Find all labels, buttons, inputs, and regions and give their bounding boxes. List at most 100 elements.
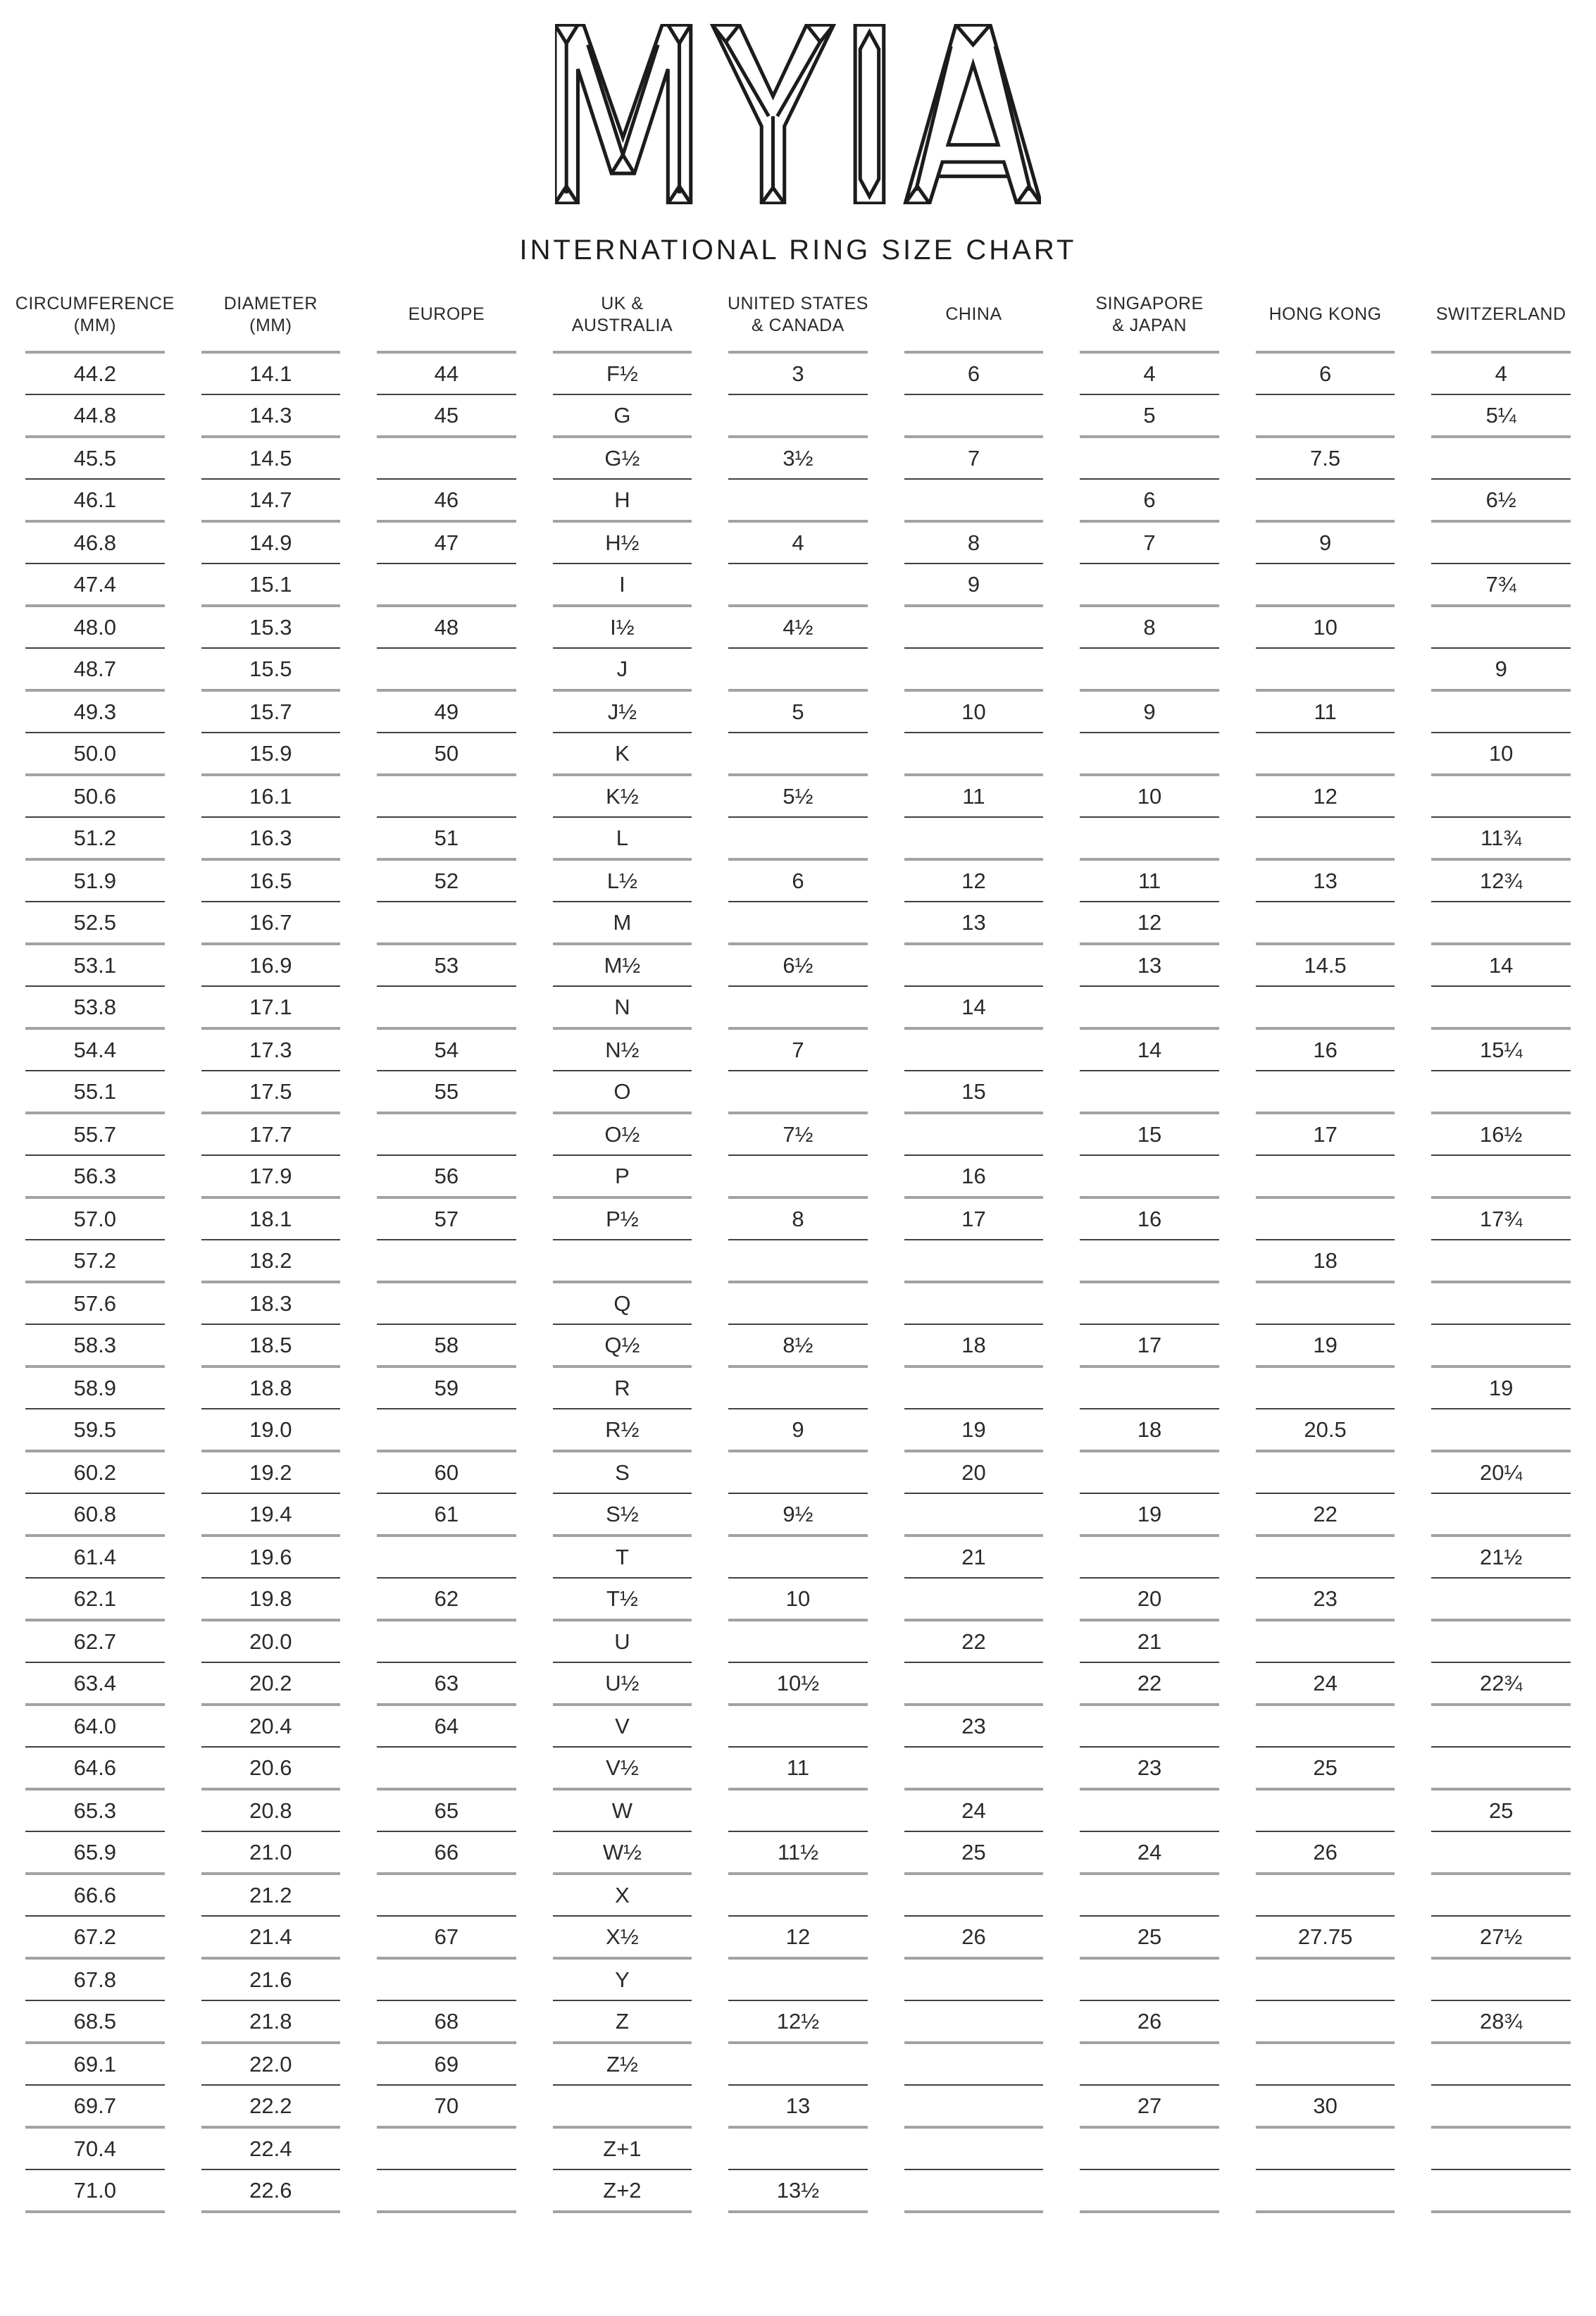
cell-circumference_mm: 67.2 [7,1915,183,1957]
cell-switzerland: 10 [1413,732,1589,773]
cell-china [886,604,1062,647]
cell-us_canada: 9½ [710,1493,886,1534]
cell-switzerland [1413,1070,1589,1112]
cell-diameter_mm: 20.4 [183,1703,359,1746]
cell-europe: 47 [359,520,535,563]
cell-us_canada [710,1872,886,1915]
cell-uk_australia: L½ [535,858,711,901]
cell-uk_australia: X [535,1872,711,1915]
cell-switzerland: 25 [1413,1788,1589,1831]
table-row: 62.1 19.8 62 T½ 10 20 23 [7,1577,1589,1619]
cell-hong_kong [1237,1872,1414,1915]
cell-diameter_mm: 17.7 [183,1112,359,1154]
cell-china [886,2041,1062,2084]
cell-circumference_mm: 54.4 [7,1027,183,1070]
cell-hong_kong: 13 [1237,858,1414,901]
cell-us_canada [710,901,886,942]
cell-us_canada: 5 [710,689,886,732]
cell-us_canada [710,2041,886,2084]
cell-china: 16 [886,1154,1062,1196]
cell-diameter_mm: 22.6 [183,2169,359,2210]
cell-singapore_japan [1061,1070,1237,1112]
cell-singapore_japan: 10 [1061,773,1237,816]
table-row: 57.0 18.1 57 P½ 8 17 16 17¾ [7,1196,1589,1239]
cell-us_canada: 8½ [710,1324,886,1365]
cell-diameter_mm: 16.3 [183,816,359,858]
cell-europe: 64 [359,1703,535,1746]
cell-us_canada: 3½ [710,435,886,478]
cell-diameter_mm: 21.2 [183,1872,359,1915]
cell-singapore_japan: 26 [1061,2000,1237,2041]
cell-us_canada: 8 [710,1196,886,1239]
cell-singapore_japan [1061,435,1237,478]
cell-china [886,1281,1062,1324]
cell-circumference_mm: 55.7 [7,1112,183,1154]
cell-diameter_mm: 15.7 [183,689,359,732]
cell-europe: 57 [359,1196,535,1239]
cell-uk_australia: J [535,647,711,689]
cell-europe: 69 [359,2041,535,2084]
cell-uk_australia [535,2084,711,2126]
cell-circumference_mm: 60.8 [7,1493,183,1534]
cell-singapore_japan: 18 [1061,1408,1237,1450]
cell-us_canada [710,732,886,773]
cell-china: 17 [886,1196,1062,1239]
table-row: 66.6 21.2 X [7,1872,1589,1915]
cell-circumference_mm: 44.2 [7,351,183,394]
table-row: 60.2 19.2 60 S 20 20¼ [7,1450,1589,1493]
cell-us_canada: 10 [710,1577,886,1619]
cell-singapore_japan [1061,1281,1237,1324]
cell-switzerland: 11¾ [1413,816,1589,858]
cell-china: 19 [886,1408,1062,1450]
cell-china: 7 [886,435,1062,478]
cell-us_canada [710,1070,886,1112]
size-table-body: 44.2 14.1 44 F½ 3 6 4 6 4 44.8 14.3 45 G 5 5¼ 45.5 14.5 G… [7,351,1589,2213]
cell-china [886,1577,1062,1619]
cell-switzerland [1413,604,1589,647]
cell-europe [359,1957,535,2000]
cell-uk_australia: Q½ [535,1324,711,1365]
cell-europe: 61 [359,1493,535,1534]
cell-us_canada [710,1450,886,1493]
cell-us_canada: 13½ [710,2169,886,2210]
cell-singapore_japan: 20 [1061,1577,1237,1619]
cell-china: 22 [886,1619,1062,1662]
cell-uk_australia: L [535,816,711,858]
cell-circumference_mm: 46.1 [7,478,183,520]
cell-switzerland [1413,1619,1589,1662]
cell-singapore_japan: 25 [1061,1915,1237,1957]
cell-europe: 53 [359,942,535,985]
cell-uk_australia: J½ [535,689,711,732]
table-row: 49.3 15.7 49 J½ 5 10 9 11 [7,689,1589,732]
cell-uk_australia: R [535,1365,711,1408]
table-row: 47.4 15.1 I 9 7¾ [7,563,1589,604]
cell-switzerland [1413,1577,1589,1619]
cell-diameter_mm: 18.1 [183,1196,359,1239]
cell-china: 10 [886,689,1062,732]
cell-us_canada: 10½ [710,1662,886,1703]
cell-switzerland: 28¾ [1413,2000,1589,2041]
cell-uk_australia: G½ [535,435,711,478]
cell-china [886,1027,1062,1070]
cell-switzerland [1413,2041,1589,2084]
cell-uk_australia: H½ [535,520,711,563]
table-bottom-rule [7,2210,1589,2213]
cell-hong_kong [1237,2041,1414,2084]
table-row: 53.8 17.1 N 14 [7,985,1589,1027]
table-row: 57.2 18.2 18 [7,1239,1589,1281]
cell-china [886,478,1062,520]
cell-singapore_japan: 19 [1061,1493,1237,1534]
column-header-uk_australia: UK & AUSTRALIA [571,293,673,335]
column-header-circumference_mm: CIRCUMFERENCE (MM) [15,293,175,335]
cell-hong_kong: 9 [1237,520,1414,563]
cell-us_canada: 5½ [710,773,886,816]
cell-china: 18 [886,1324,1062,1365]
cell-hong_kong: 30 [1237,2084,1414,2126]
column-header-diameter_mm: DIAMETER (MM) [223,293,318,335]
cell-uk_australia: O½ [535,1112,711,1154]
cell-singapore_japan: 14 [1061,1027,1237,1070]
cell-circumference_mm: 48.0 [7,604,183,647]
cell-china [886,1957,1062,2000]
cell-switzerland: 5¼ [1413,394,1589,435]
table-row: 58.9 18.8 59 R 19 [7,1365,1589,1408]
